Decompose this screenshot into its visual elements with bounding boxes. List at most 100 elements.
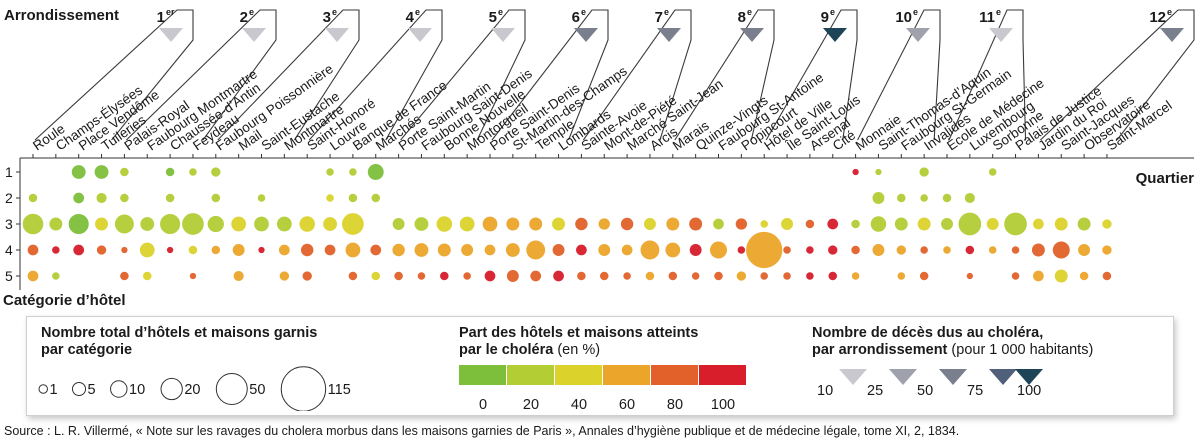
bubble: [276, 215, 293, 233]
bubble: [506, 269, 520, 283]
bubble: [370, 270, 381, 282]
death-rate-triangle: [657, 28, 681, 42]
bubble: [895, 244, 907, 256]
bubble: [1101, 244, 1113, 256]
bubble: [96, 244, 108, 256]
bubble: [665, 216, 681, 232]
bubble: [93, 164, 110, 180]
category-tick-label: 2: [5, 190, 13, 206]
bubble: [874, 168, 883, 176]
bubble: [393, 270, 404, 282]
arrondissement-label: 9: [821, 9, 829, 26]
bubble: [988, 167, 998, 177]
bubble: [965, 272, 974, 280]
bubble: [483, 243, 497, 257]
bubble: [323, 243, 337, 257]
bubble: [576, 270, 587, 282]
bubble: [575, 243, 588, 257]
bubble: [964, 192, 976, 204]
bubble: [712, 217, 725, 231]
share-legend-swatch: [603, 365, 650, 385]
bubble: [734, 217, 748, 231]
size-legend-value: 1: [49, 382, 57, 398]
bubble: [1032, 217, 1045, 231]
death-rate-triangle: [989, 28, 1013, 42]
bubble: [667, 270, 678, 282]
arrondissement-label-suffix: e: [1167, 7, 1172, 17]
bubble: [139, 216, 155, 232]
bubble: [551, 216, 566, 232]
bubble: [51, 245, 61, 255]
death-legend-triangle: [1015, 369, 1043, 385]
bubble: [871, 243, 886, 257]
bubbles: [21, 163, 1113, 284]
share-legend-title: Part des hôtels et maisons atteints par …: [459, 325, 699, 358]
bubble: [664, 241, 681, 259]
bubble: [119, 166, 130, 178]
bubble: [347, 270, 358, 282]
size-legend-title: Nombre total d’hôtels et maisons garnis …: [41, 325, 318, 358]
bubble: [231, 243, 246, 257]
bubble: [639, 239, 661, 261]
size-legend-circle: [280, 366, 327, 411]
bubble: [1031, 242, 1046, 258]
bubble: [919, 245, 929, 255]
bubble: [483, 269, 497, 283]
bubble: [759, 271, 769, 281]
arrondissement-label-suffix: e: [249, 7, 254, 17]
arrondissement-label: 4: [406, 9, 415, 26]
share-legend-swatch: [555, 365, 602, 385]
bubble: [597, 243, 612, 257]
arrondissement-bracket: [674, 9, 775, 141]
bubble: [1077, 243, 1091, 257]
bubble: [919, 193, 929, 203]
bubble: [782, 245, 792, 255]
bubble: [210, 166, 222, 178]
arrondissement-label: 12: [1149, 9, 1166, 26]
bubble: [919, 270, 930, 282]
bubble: [525, 239, 546, 261]
bubble: [166, 246, 175, 254]
bubble: [916, 216, 932, 232]
legend-panel: Nombre total d’hôtels et maisons garnis …: [26, 316, 1174, 416]
bubble: [67, 213, 90, 235]
bubble: [1051, 240, 1071, 260]
bubble: [745, 231, 784, 269]
share-legend-swatch: [699, 365, 746, 385]
bubble: [347, 192, 358, 204]
share-legend-swatch: [459, 365, 506, 385]
bubble: [26, 243, 40, 257]
bubble: [72, 243, 85, 257]
bubble: [552, 269, 565, 283]
bubble: [189, 272, 197, 280]
source-note: Source : L. R. Villermé, « Note sur les …: [4, 424, 960, 438]
bubble: [1079, 270, 1090, 282]
bubble: [325, 167, 335, 177]
bubble: [165, 166, 176, 178]
arrondissement-bracket: [126, 9, 277, 141]
bubble: [622, 271, 632, 281]
bubble: [599, 270, 610, 282]
bubble: [51, 271, 61, 281]
bubble: [1010, 245, 1021, 255]
arrondissement-label: 7: [655, 9, 663, 26]
arrondissement-label: 8: [738, 9, 746, 26]
death-rate-triangle: [491, 28, 515, 42]
share-legend-tick: 80: [667, 397, 683, 413]
bubble: [391, 217, 406, 231]
bubble: [644, 270, 656, 282]
bubble: [1053, 268, 1069, 284]
arrondissement-label-suffix: e: [996, 7, 1001, 17]
arrondissement-label: 11: [979, 9, 995, 26]
bubble: [21, 212, 45, 236]
death-rate-triangle: [408, 28, 432, 42]
size-legend-circle: [38, 384, 48, 394]
bubble: [278, 270, 290, 282]
bubble: [119, 192, 130, 204]
death-legend-tick: 100: [1017, 383, 1041, 399]
